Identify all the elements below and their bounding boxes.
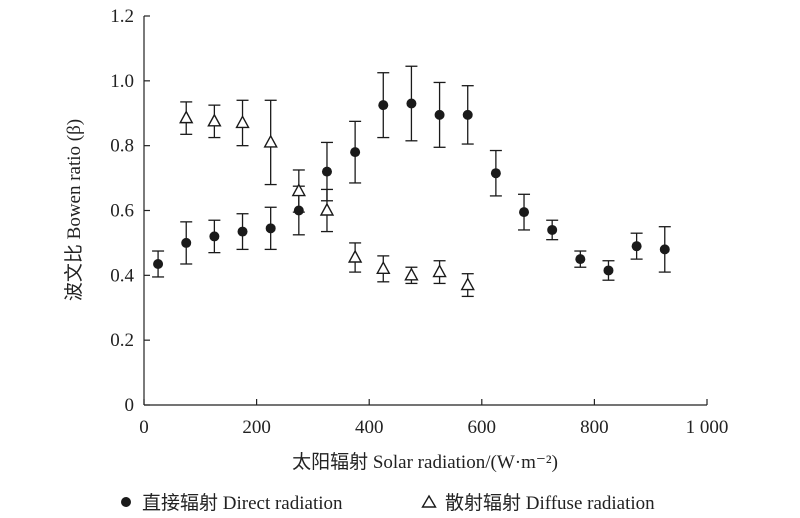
y-tick-label: 0.4 xyxy=(110,265,134,286)
data-point xyxy=(631,241,642,252)
y-tick-label: 1.2 xyxy=(110,6,134,27)
y-tick-label: 0.6 xyxy=(110,201,134,222)
data-point xyxy=(291,183,307,197)
y-tick-label: 1.0 xyxy=(110,71,134,92)
x-axis-label: 太阳辐射 Solar radiation/(W·m⁻²) xyxy=(292,451,558,473)
data-point xyxy=(350,147,361,158)
data-point xyxy=(547,224,558,235)
data-point xyxy=(659,244,670,255)
data-point xyxy=(347,249,363,263)
axes xyxy=(143,16,707,406)
data-point xyxy=(490,168,501,179)
x-tick-label: 1 000 xyxy=(686,417,729,438)
data-point xyxy=(434,109,445,120)
data-point xyxy=(235,115,250,129)
y-tick-label: 0.8 xyxy=(110,136,134,157)
data-point xyxy=(460,277,475,291)
legend-label-direct: 直接辐射 Direct radiation xyxy=(142,492,343,514)
data-point xyxy=(432,264,447,278)
data-point xyxy=(603,265,614,276)
x-tick-label: 0 xyxy=(139,417,149,438)
legend-marker-direct xyxy=(121,497,131,507)
data-point xyxy=(209,231,220,242)
data-point xyxy=(519,207,530,218)
data-point xyxy=(575,254,586,265)
y-tick-label: 0.2 xyxy=(110,330,134,351)
legend: 直接辐射 Direct radiation 散射辐射 Diffuse radia… xyxy=(121,492,655,514)
x-ticks: 0 200 400 600 800 1 000 xyxy=(139,399,728,438)
data-point xyxy=(376,260,391,275)
data-point xyxy=(263,134,278,148)
data-point xyxy=(404,267,419,281)
data-point xyxy=(265,223,276,234)
x-tick-label: 200 xyxy=(242,417,271,438)
series-layer xyxy=(152,65,671,298)
legend-label-diffuse: 散射辐射 Diffuse radiation xyxy=(445,492,655,514)
data-point xyxy=(153,258,164,269)
data-point xyxy=(207,113,222,127)
y-ticks: 0 0.2 0.4 0.6 0.8 1.0 1.2 xyxy=(110,6,150,416)
data-point xyxy=(462,109,473,120)
series-diffuse xyxy=(179,99,475,298)
y-tick-label: 0 xyxy=(125,395,135,416)
data-point xyxy=(237,226,248,237)
x-tick-label: 800 xyxy=(580,417,609,438)
series-direct xyxy=(152,65,671,281)
data-point xyxy=(378,100,389,111)
x-tick-label: 400 xyxy=(355,417,384,438)
data-point xyxy=(319,202,335,216)
data-point xyxy=(321,166,332,177)
y-axis-label: 波文比 Bowen ratio (β) xyxy=(63,119,85,301)
x-tick-label: 600 xyxy=(468,417,497,438)
data-point xyxy=(406,98,417,109)
data-point xyxy=(181,237,192,248)
data-point xyxy=(179,110,194,124)
legend-marker-diffuse xyxy=(421,494,437,508)
